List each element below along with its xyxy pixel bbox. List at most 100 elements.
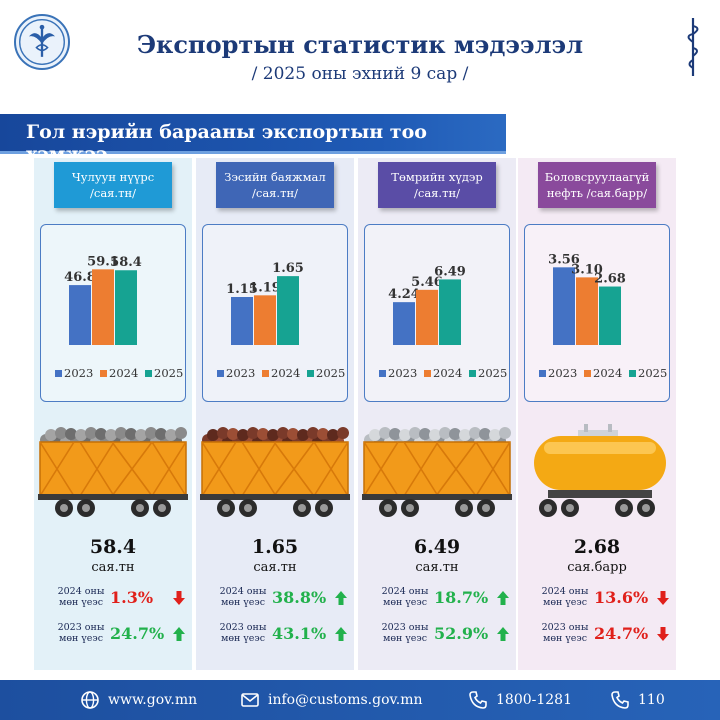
phone-icon [469,691,487,709]
legend-swatch [100,370,107,377]
bar-value-label: 58.4 [110,255,142,270]
footer-hotline[interactable]: 110 [610,680,665,720]
legend-label: 2024 [109,366,138,380]
product-label: Төмрийн хүдэр/сая.тн/ [378,162,496,208]
product-label-line2: /сая.тн/ [414,186,460,200]
legend-swatch [145,370,152,377]
comparison-period: мөн үеэс [58,597,104,608]
percent-change: 52.9% [434,624,489,643]
footer-phone[interactable]: 1800-1281 [468,680,572,720]
value-unit: сая.тн [415,560,459,575]
product-column: Боловсруулаагүй нефть /сая.барр/3.56 3.10 2… [518,158,676,670]
arrow-down-icon [657,627,669,641]
bar-value-label: 46.8 [64,270,96,285]
product-label-line2: /сая.тн/ [252,186,298,200]
customs-emblem-icon [19,19,65,65]
footer-bar: www.gov.mn info@customs.gov.mn 1800-1281… [0,680,720,720]
legend-swatch [262,370,269,377]
comparison-row: 2024 оны мөн үеэс 38.8% [196,586,354,620]
comparison-year: 2023 оны [57,622,105,633]
product-label-line1: Төмрийн хүдэр [391,170,483,184]
mongolian-script-icon [687,18,699,76]
bar-chart-panel: 3.56 3.10 2.68 2023 2024 2025 [524,224,670,402]
phone-icon [611,691,629,709]
column-background [34,158,192,670]
bar-value-label: 3.56 [548,252,580,267]
comparison-label: 2024 оны мөн үеэс [536,586,594,608]
product-label-line2: нефть /сая.барр/ [546,186,648,200]
product-label: Зэсийн баяжмал/сая.тн/ [216,162,334,208]
column-background [358,158,516,670]
comparison-period: мөн үеэс [382,633,428,644]
bar-2025 [599,286,621,345]
legend-swatch [584,370,591,377]
current-value: 6.49 [413,536,461,558]
email-text: info@customs.gov.mn [268,692,423,708]
bar-2024 [416,289,438,345]
comparison-label: 2023 оны мөн үеэс [536,622,594,644]
bar-chart: 1.151.19 1.65 2023 2024 2025 [217,261,345,380]
legend-label: 2024 [593,366,622,380]
ore-wagon-icon [362,427,512,517]
section-banner: Гол нэрийн барааны экспортын тоо хэмжээ [0,114,506,165]
product-label-line1: Боловсруулаагүй [544,170,650,184]
percent-change: 24.7% [594,624,649,643]
percent-change: 43.1% [272,624,327,643]
arrow-up-icon [497,627,509,641]
legend-swatch [629,370,636,377]
bar-2023 [553,267,575,345]
legend-swatch [539,370,546,377]
legend-label: 2025 [154,366,183,380]
percent-change: 18.7% [434,588,489,607]
bar-value-label: 3.10 [571,262,603,277]
comparison-year: 2024 оны [381,586,429,597]
legend-label: 2024 [433,366,462,380]
comparison-period: мөн үеэс [542,597,588,608]
column-background [518,158,676,670]
arrow-down-icon [173,591,185,605]
bar-chart: 46.859.158.4 2023 2024 2025 [55,254,183,380]
column-background [196,158,354,670]
footer-email[interactable]: info@customs.gov.mn [240,680,423,720]
legend-swatch [424,370,431,377]
comparison-label: 2024 оны мөн үеэс [214,586,272,608]
mail-icon [241,693,259,707]
legend-swatch [55,370,62,377]
footer-website[interactable]: www.gov.mn [80,680,197,720]
comparison-row: 2023 оны мөн үеэс 52.9% [358,622,516,656]
comparison-year: 2024 оны [57,586,105,597]
bar-2024 [576,277,598,345]
percent-change: 24.7% [110,624,165,643]
bar-2025 [277,276,299,345]
arrow-up-icon [335,627,347,641]
legend-label: 2023 [548,366,577,380]
legend-label: 2024 [271,366,300,380]
arrow-up-icon [335,591,347,605]
legend-label: 2025 [316,366,345,380]
comparison-year: 2024 оны [541,586,589,597]
comparison-year: 2023 оны [219,622,267,633]
arrow-up-icon [497,591,509,605]
value-unit: сая.тн [91,560,135,575]
legend-swatch [217,370,224,377]
ore-wagon-icon [38,427,188,517]
comparison-period: мөн үеэс [220,633,266,644]
bar-chart: 4.245.466.49 2023 2024 2025 [379,264,507,380]
bar-chart-panel: 46.8 59.1 58.4 2023 2024 2025 [40,224,186,402]
comparison-row: 2024 оны мөн үеэс 1.3% [34,586,192,620]
page-subtitle: / 2025 оны эхний 9 сар / [251,64,469,84]
phone-text: 1800-1281 [496,692,572,708]
page-title: Экспортын статистик мэдээлэл [136,30,584,59]
percent-change: 1.3% [110,588,154,607]
arrow-down-icon [657,591,669,605]
product-label-line1: Зэсийн баяжмал [224,170,326,184]
legend-swatch [379,370,386,377]
legend-label: 2025 [638,366,667,380]
value-unit: сая.барр [567,560,627,575]
comparison-year: 2024 оны [219,586,267,597]
legend-label: 2023 [226,366,255,380]
comparison-row: 2023 оны мөн үеэс 24.7% [34,622,192,656]
tank-car-icon [534,424,666,517]
product-label-line2: /сая.тн/ [90,186,136,200]
bar-value-label: 2.68 [594,272,626,287]
